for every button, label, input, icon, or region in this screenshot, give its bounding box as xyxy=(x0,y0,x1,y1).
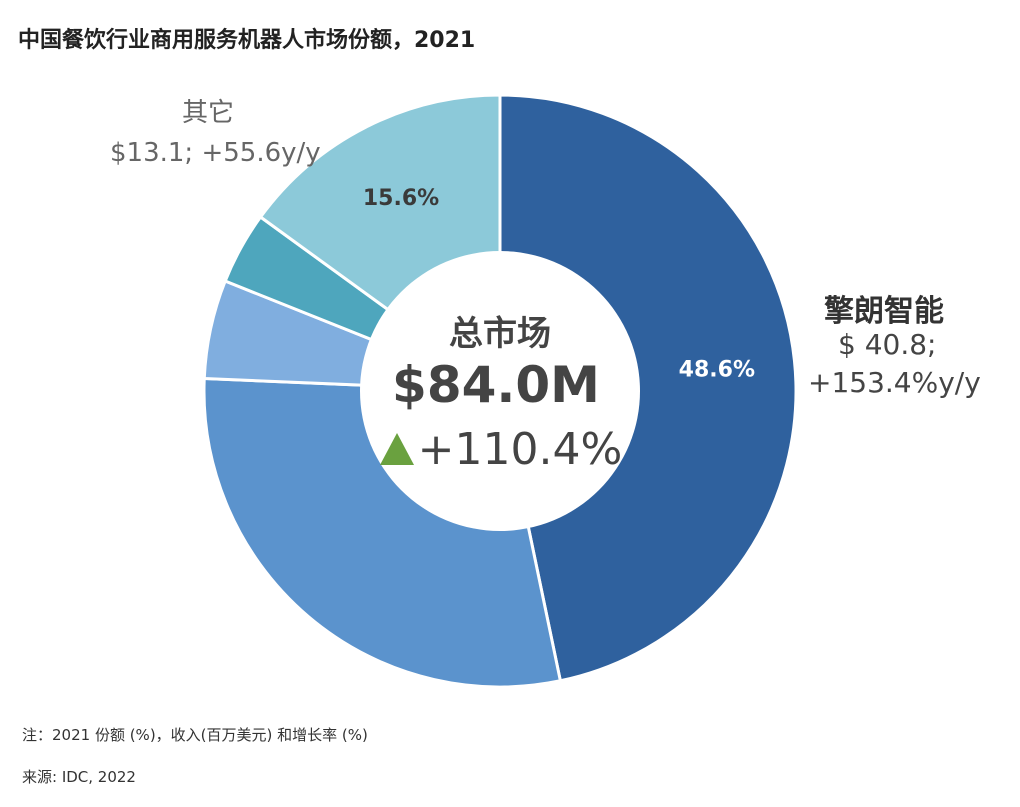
center-growth: +110.4% xyxy=(418,424,623,475)
leader-revenue-label: $ 40.8; xyxy=(838,328,937,361)
center-total: $84.0M xyxy=(392,356,600,414)
slice-label-5: 15.6% xyxy=(363,186,439,211)
leader-growth-label: +153.4%y/y xyxy=(808,366,981,399)
center-label: 总市场 xyxy=(449,314,551,354)
chart-title: 中国餐饮行业商用服务机器人市场份额，2021 xyxy=(18,28,476,53)
donut-slice-1 xyxy=(498,93,798,683)
growth-up-icon xyxy=(380,433,414,465)
donut-slice-labels: 48.6% 15.6% xyxy=(363,186,755,383)
leader-name-label: 擎朗智能 xyxy=(824,294,944,329)
chart-source: 来源: IDC, 2022 xyxy=(22,768,136,786)
other-detail-label: $13.1; +55.6y/y xyxy=(110,138,321,168)
other-name-label: 其它 xyxy=(182,98,235,128)
slice-label-1: 48.6% xyxy=(679,358,755,383)
donut-hole xyxy=(360,251,640,531)
chart-note: 注：2021 份额 (%)，收入(百万美元) 和增长率 (%) xyxy=(22,726,368,744)
